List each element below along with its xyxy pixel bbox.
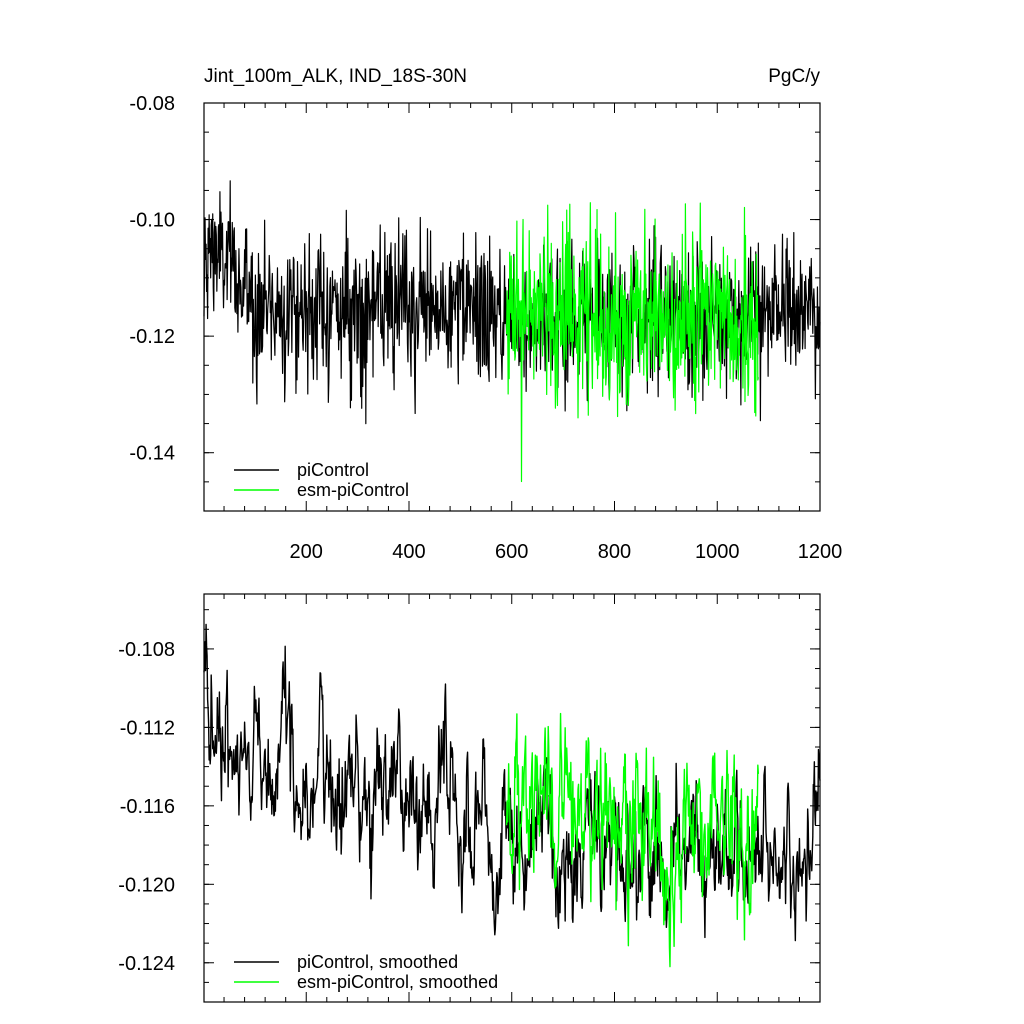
y-tick-label: -0.108 (118, 639, 175, 661)
y-tick-label: -0.120 (118, 874, 175, 896)
legend-label-esm-picontrol-smoothed: esm-piControl, smoothed (297, 972, 498, 992)
bottom-y-tick-labels: -0.124 -0.120 -0.116 -0.112 -0.108 (118, 639, 175, 975)
top-series-group (203, 180, 821, 483)
x-tick-label: 1200 (798, 541, 843, 563)
x-tick-label: 600 (495, 541, 528, 563)
top-x-tick-labels: 200 400 600 800 1000 1200 (290, 541, 843, 563)
x-tick-label: 400 (392, 541, 425, 563)
panel-top: Jint_100m_ALK, IND_18S-30N PgC/y -0.14-0… (129, 66, 842, 563)
x-tick-label: 200 (290, 541, 323, 563)
legend-label-picontrol-smoothed: piControl, smoothed (297, 952, 458, 972)
y-tick-label: -0.112 (120, 717, 175, 739)
bottom-legend: piControl, smoothed esm-piControl, smoot… (234, 952, 498, 992)
top-plot-frame (203, 102, 821, 512)
series-line-picontrol (203, 180, 821, 425)
x-tick-label: 800 (598, 541, 631, 563)
chart-title: Jint_100m_ALK, IND_18S-30N (204, 66, 467, 87)
bottom-series-group (203, 623, 821, 968)
y-tick-label: -0.124 (118, 953, 175, 975)
panel-bottom: -0.124 -0.120 -0.116 -0.112 -0.108 piControl… (118, 593, 821, 1003)
y-tick-label: -0.12 (129, 326, 175, 348)
units-label: PgC/y (768, 66, 820, 87)
series-line-picontrol-smoothed (203, 623, 821, 942)
y-tick-label: -0.08 (129, 93, 175, 115)
y-tick-label: -0.14 (129, 443, 175, 465)
y-tick-label: -0.10 (129, 210, 175, 232)
bottom-ticks-group (204, 594, 821, 1003)
top-legend: piControl esm-piControl (234, 460, 409, 500)
series-line-esm-picontrol (506, 202, 759, 483)
legend-label-picontrol: piControl (297, 460, 369, 480)
top-y-tick-labels: -0.14 -0.12 -0.10 -0.08 (129, 93, 175, 465)
legend-label-esm-picontrol: esm-piControl (297, 480, 409, 500)
bottom-plot-frame (203, 593, 821, 1003)
series-line-esm-picontrol-smoothed (505, 712, 760, 968)
y-tick-label: -0.116 (120, 796, 175, 818)
x-tick-label: 1000 (695, 541, 740, 563)
